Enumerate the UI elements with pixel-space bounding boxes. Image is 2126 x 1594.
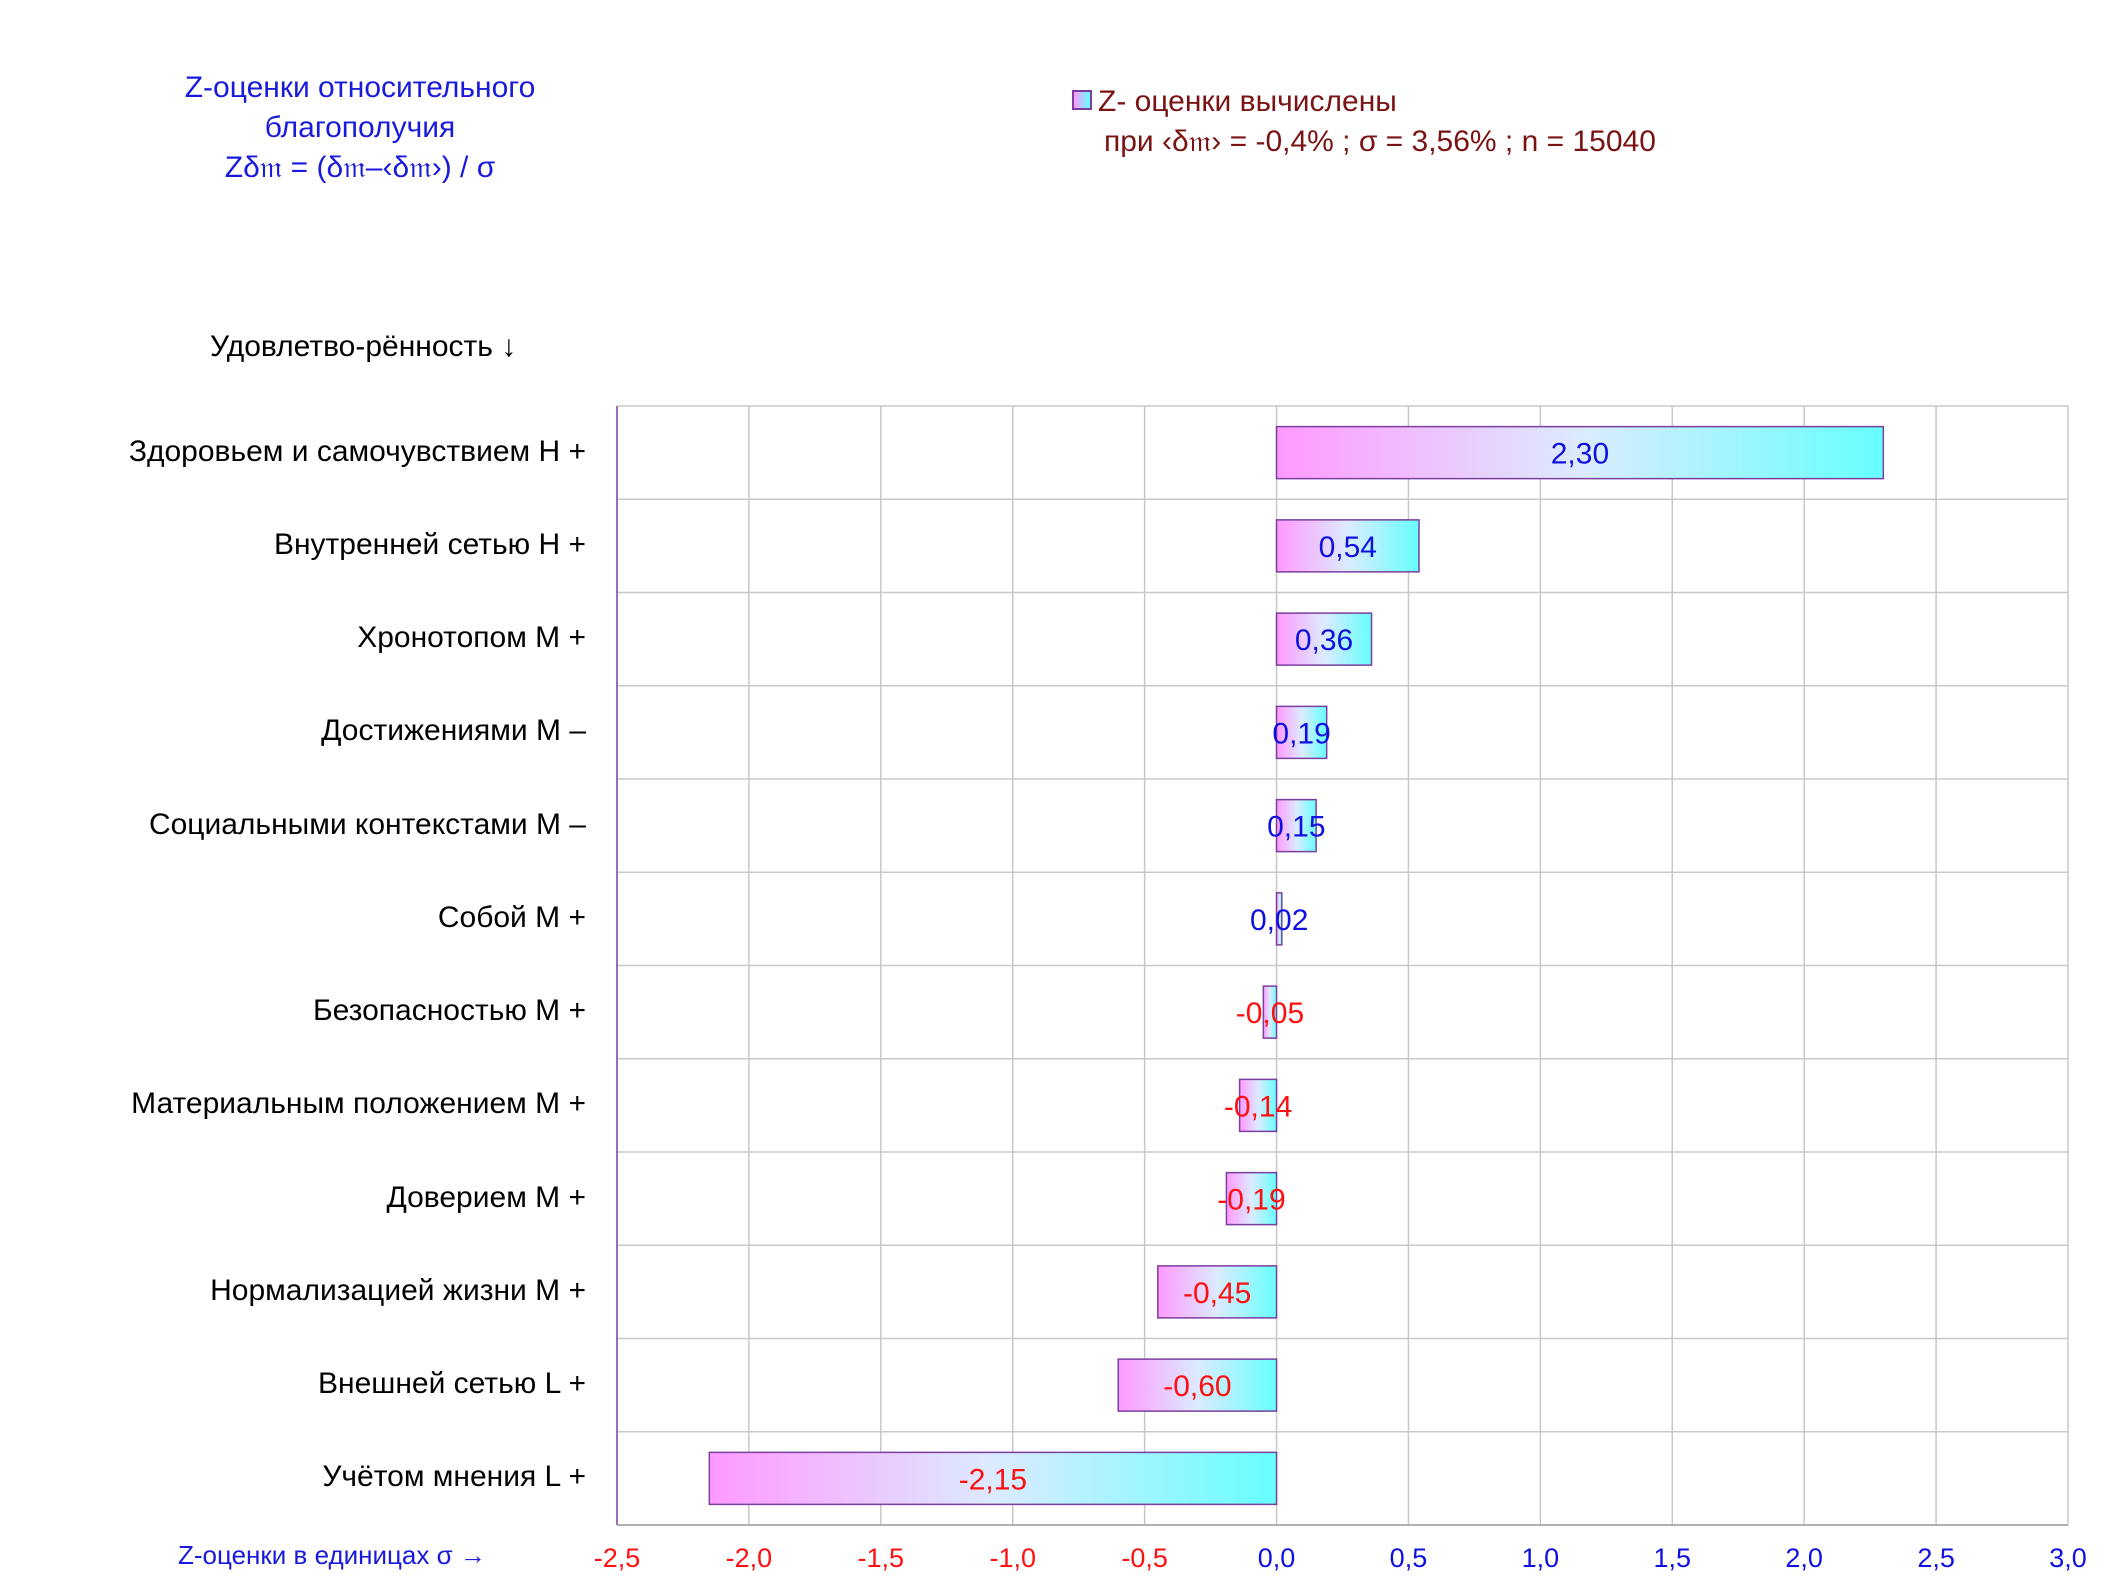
bar bbox=[1117, 1358, 1278, 1412]
category-label: Социальными контекстами M – bbox=[148, 807, 586, 841]
category-label: Материальным положением M + bbox=[131, 1087, 586, 1121]
x-tick-label: -1,0 bbox=[989, 1543, 1036, 1573]
bar-value-label: -2,15 bbox=[959, 1463, 1027, 1496]
bar-value-label: -0,19 bbox=[1217, 1184, 1285, 1217]
x-tick-label: 2,5 bbox=[1917, 1543, 1955, 1573]
y-axis-heading: Удовлетво-рённость ↓ bbox=[210, 330, 517, 363]
category-label: Внешней сетью L + bbox=[318, 1367, 586, 1401]
bar-value-label: 0,15 bbox=[1267, 811, 1325, 844]
chart-title: Z-оценки относительного благополучия Zδ𝔪… bbox=[120, 68, 600, 188]
bar bbox=[1275, 705, 1328, 760]
category-label: Учётом мнения L + bbox=[322, 1460, 586, 1494]
legend-swatch bbox=[1072, 90, 1092, 111]
x-tick-label: -2,0 bbox=[726, 1543, 773, 1573]
category-label: Безопасностью M + bbox=[312, 994, 586, 1028]
bar bbox=[1157, 1265, 1278, 1319]
bar bbox=[1275, 892, 1283, 946]
category-label: Хронотопом M + bbox=[357, 621, 586, 655]
category-label: Собой M + bbox=[437, 900, 586, 934]
bar bbox=[1275, 519, 1420, 573]
x-tick-label: 2,0 bbox=[1785, 1543, 1823, 1573]
bar bbox=[1275, 798, 1317, 853]
bar-value-label: -0,45 bbox=[1183, 1277, 1251, 1310]
title-line-2: благополучия bbox=[264, 111, 456, 144]
category-label: Нормализацией жизни M + bbox=[210, 1273, 586, 1307]
bar bbox=[1238, 1078, 1278, 1133]
bar-value-label: 2,30 bbox=[1551, 438, 1609, 471]
bar-value-label: 0,19 bbox=[1272, 717, 1330, 750]
bar bbox=[1225, 1171, 1278, 1226]
x-tick-label: 0,5 bbox=[1390, 1543, 1428, 1573]
x-tick-label: 3,0 bbox=[2049, 1543, 2087, 1573]
category-label: Доверием M + bbox=[386, 1180, 586, 1214]
x-tick-label: -2,5 bbox=[594, 1543, 641, 1573]
legend-line-1: Z- оценки вычислены bbox=[1098, 85, 1397, 118]
x-axis-caption: Z-оценки в единицах σ → bbox=[178, 1540, 486, 1570]
bar-value-label: 0,02 bbox=[1250, 904, 1308, 937]
x-tick-label: 1,0 bbox=[1522, 1543, 1560, 1573]
legend-line-2: при ‹δ𝔪› = -0,4% ; σ = 3,56% ; n = 15040 bbox=[1104, 125, 1656, 158]
bar bbox=[1275, 425, 1885, 480]
x-tick-label: 1,5 bbox=[1653, 1543, 1691, 1573]
x-tick-label: -1,5 bbox=[858, 1543, 905, 1573]
title-line-1: Z-оценки относительного bbox=[184, 71, 536, 104]
title-formula: Zδ𝔪 = (δ𝔪–‹δ𝔪›) / σ bbox=[224, 151, 496, 184]
category-label: Здоровьем и самочувствием H + bbox=[128, 434, 586, 468]
bar-value-label: 0,54 bbox=[1319, 531, 1377, 564]
legend: Z- оценки вычислены при ‹δ𝔪› = -0,4% ; σ… bbox=[1072, 82, 1656, 162]
category-label: Достижениями M – bbox=[321, 714, 586, 748]
category-label: Внутренней сетью H + bbox=[273, 527, 586, 561]
bar-value-label: 0,36 bbox=[1295, 624, 1353, 657]
bar-value-label: -0,60 bbox=[1163, 1370, 1231, 1403]
bar-value-label: -0,14 bbox=[1224, 1090, 1292, 1123]
bar bbox=[708, 1451, 1278, 1506]
bar bbox=[1262, 985, 1278, 1039]
x-tick-label: 0,0 bbox=[1258, 1543, 1296, 1573]
bar bbox=[1275, 612, 1373, 666]
bar-value-label: -0,05 bbox=[1236, 997, 1304, 1030]
x-tick-label: -0,5 bbox=[1121, 1543, 1168, 1573]
